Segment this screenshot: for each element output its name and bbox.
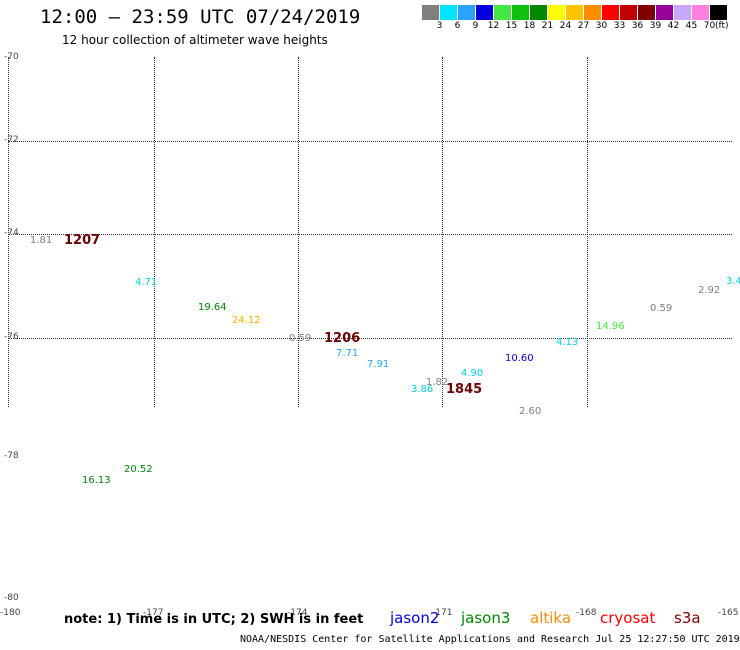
wave-height-value: 24.12 bbox=[232, 315, 261, 326]
meridian-line bbox=[587, 57, 588, 407]
wave-height-value: 0.59 bbox=[289, 333, 312, 344]
legend-swatch bbox=[548, 5, 565, 20]
satellite-s3a: s3a bbox=[674, 609, 701, 627]
longitude-label: -165 bbox=[718, 608, 739, 618]
wave-height-value: 3.86 bbox=[411, 384, 434, 395]
legend-label: 27 bbox=[577, 21, 590, 31]
legend-label: 70 bbox=[703, 21, 716, 31]
wave-height-value: 4.90 bbox=[461, 368, 484, 379]
wave-height-value: 1.81 bbox=[30, 235, 53, 246]
wave-height-value: 3.4 bbox=[726, 276, 740, 287]
latitude-label: -70 bbox=[4, 52, 19, 62]
wave-height-value: 19.64 bbox=[198, 302, 227, 313]
legend-swatch bbox=[458, 5, 475, 20]
parallel-line bbox=[8, 338, 732, 339]
legend-label: 42 bbox=[667, 21, 680, 31]
map-title: 12:00 — 23:59 UTC 07/24/2019 bbox=[40, 6, 361, 28]
legend-label: 45 bbox=[685, 21, 698, 31]
legend-label: 33 bbox=[613, 21, 626, 31]
parallel-line bbox=[8, 234, 732, 235]
pass-time-label: 1845 bbox=[446, 382, 483, 397]
legend-swatch bbox=[710, 5, 727, 20]
map-subtitle: 12 hour collection of altimeter wave hei… bbox=[62, 33, 328, 47]
longitude-label: -168 bbox=[576, 608, 597, 618]
pass-time-label: 1206 bbox=[324, 331, 361, 346]
wave-height-value: 14.96 bbox=[596, 321, 625, 332]
wave-height-value: 4.71 bbox=[135, 277, 158, 288]
wave-height-value: 0.59 bbox=[650, 303, 673, 314]
legend-swatch bbox=[476, 5, 493, 20]
meridian-line bbox=[442, 57, 443, 407]
meridian-line bbox=[154, 57, 155, 407]
legend-swatch bbox=[692, 5, 709, 20]
longitude-label: -174 bbox=[287, 608, 308, 618]
meridian-line bbox=[298, 57, 299, 407]
wave-height-value: 2.60 bbox=[519, 406, 542, 417]
legend-label: 39 bbox=[649, 21, 662, 31]
legend-swatch bbox=[566, 5, 583, 20]
legend-label: 24 bbox=[559, 21, 572, 31]
legend-unit: (ft) bbox=[715, 21, 729, 31]
legend-swatch bbox=[620, 5, 637, 20]
wave-height-value: 1.82 bbox=[426, 377, 449, 388]
legend-swatch bbox=[584, 5, 601, 20]
legend-label: 18 bbox=[523, 21, 536, 31]
satellite-jason2: jason2 bbox=[390, 609, 440, 627]
wave-height-value: 7.91 bbox=[367, 359, 390, 370]
legend-label: 6 bbox=[454, 21, 461, 31]
longitude-label: -171 bbox=[432, 608, 453, 618]
legend-swatch bbox=[602, 5, 619, 20]
wave-height-value: 16.13 bbox=[82, 475, 111, 486]
legend-swatch bbox=[530, 5, 547, 20]
legend-label: 21 bbox=[541, 21, 554, 31]
legend-swatch bbox=[440, 5, 457, 20]
wave-height-value: 20.52 bbox=[124, 464, 153, 475]
legend-label: 12 bbox=[487, 21, 500, 31]
latitude-label: -74 bbox=[4, 228, 19, 238]
legend-swatch bbox=[512, 5, 529, 20]
legend-label: 15 bbox=[505, 21, 518, 31]
map-left-edge bbox=[8, 57, 9, 407]
satellite-cryosat: cryosat bbox=[600, 609, 656, 627]
legend-swatch bbox=[422, 5, 439, 20]
latitude-label: -72 bbox=[4, 135, 19, 145]
pass-time-label: 1207 bbox=[64, 233, 101, 248]
legend-swatch bbox=[638, 5, 655, 20]
units-note: note: 1) Time is in UTC; 2) SWH is in fe… bbox=[64, 612, 364, 627]
legend-label: 9 bbox=[472, 21, 479, 31]
longitude-label: -177 bbox=[143, 608, 164, 618]
legend-swatch bbox=[656, 5, 673, 20]
latitude-label: -80 bbox=[4, 593, 19, 603]
wave-height-value: 7.71 bbox=[336, 348, 359, 359]
parallel-line bbox=[8, 141, 732, 142]
wave-height-value: 2.92 bbox=[698, 285, 721, 296]
latitude-label: -76 bbox=[4, 332, 19, 342]
legend-swatch bbox=[674, 5, 691, 20]
satellite-altika: altika bbox=[530, 609, 572, 627]
footer-credit: NOAA/NESDIS Center for Satellite Applica… bbox=[240, 634, 740, 645]
legend-label: 36 bbox=[631, 21, 644, 31]
legend-label: 3 bbox=[436, 21, 443, 31]
wave-height-value: 4.13 bbox=[556, 337, 579, 348]
wave-height-value: 10.60 bbox=[505, 353, 534, 364]
satellite-jason3: jason3 bbox=[461, 609, 511, 627]
longitude-label: -180 bbox=[0, 608, 21, 618]
legend-swatch bbox=[494, 5, 511, 20]
legend-label: 30 bbox=[595, 21, 608, 31]
latitude-label: -78 bbox=[4, 451, 19, 461]
